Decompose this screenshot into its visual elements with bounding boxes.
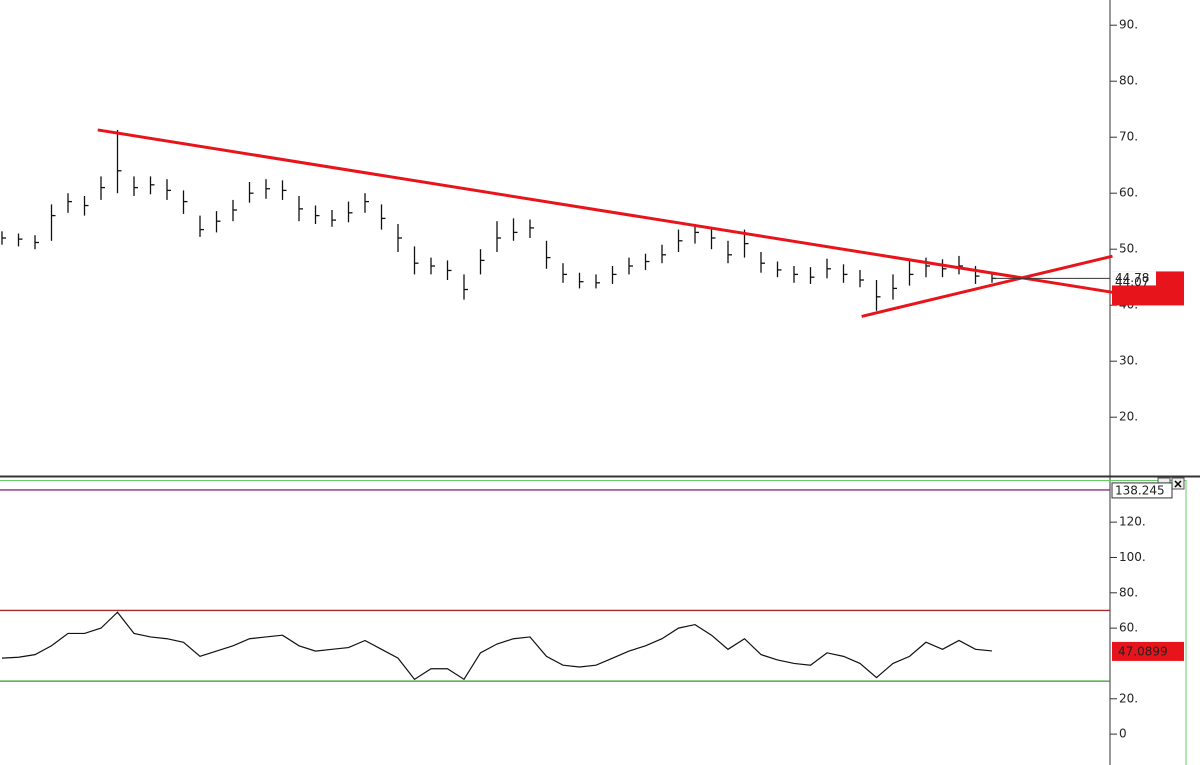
value-label: 47.0899 [1118, 644, 1168, 658]
trendline [97, 128, 1113, 294]
last-price-label: 44.78 [1115, 271, 1149, 285]
trendline [861, 254, 1113, 318]
marker-label: 44.07 [1115, 275, 1149, 289]
y-tick-label: 80. [1119, 585, 1138, 599]
rsi-line [1, 611, 993, 681]
y-tick-label: 20. [1119, 691, 1138, 705]
y-tick-label: 120. [1119, 515, 1146, 529]
y-tick-label: 80. [1119, 74, 1138, 88]
y-tick-label: 30. [1119, 354, 1138, 368]
value-box [1112, 641, 1184, 661]
y-tick-label: 60. [1119, 186, 1138, 200]
y-tick-label: 70. [1119, 130, 1138, 144]
y-tick-label: 90. [1119, 18, 1138, 32]
y-tick-label: 100. [1119, 550, 1146, 564]
level-box [1111, 482, 1173, 499]
y-tick-label: 0 [1119, 727, 1127, 741]
level-label: 138.245 [1115, 483, 1165, 497]
y-tick-label: 20. [1119, 410, 1138, 424]
y-tick-label: 50. [1119, 242, 1138, 256]
last-price-box [1112, 271, 1156, 286]
close-icon [1174, 480, 1182, 488]
y-tick-label: 60. [1119, 621, 1138, 635]
